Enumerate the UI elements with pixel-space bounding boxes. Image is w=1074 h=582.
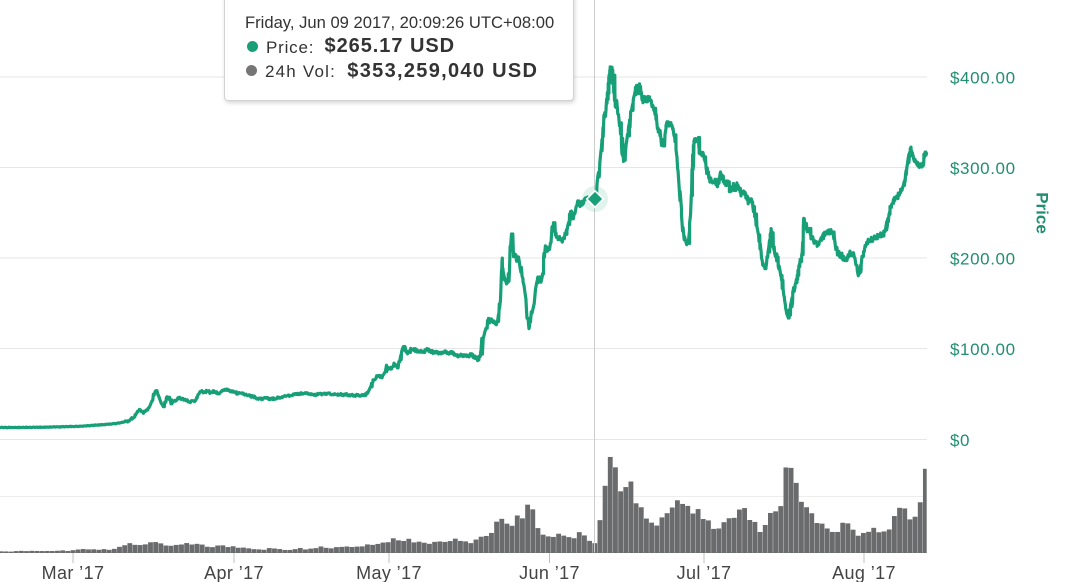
svg-text:Mar ’17: Mar ’17: [42, 563, 105, 582]
svg-text:May ’17: May ’17: [356, 563, 422, 582]
svg-text:$100.00: $100.00: [950, 340, 1016, 359]
svg-text:Apr ’17: Apr ’17: [204, 563, 264, 582]
svg-text:Jul ’17: Jul ’17: [677, 563, 732, 582]
svg-text:$200.00: $200.00: [950, 250, 1016, 269]
svg-text:Jun ’17: Jun ’17: [519, 563, 580, 582]
svg-text:$400.00: $400.00: [950, 69, 1016, 88]
svg-text:$300.00: $300.00: [950, 159, 1016, 178]
svg-text:$0: $0: [950, 431, 970, 450]
svg-text:Aug ’17: Aug ’17: [832, 563, 896, 582]
svg-text:Price: Price: [1033, 192, 1052, 234]
